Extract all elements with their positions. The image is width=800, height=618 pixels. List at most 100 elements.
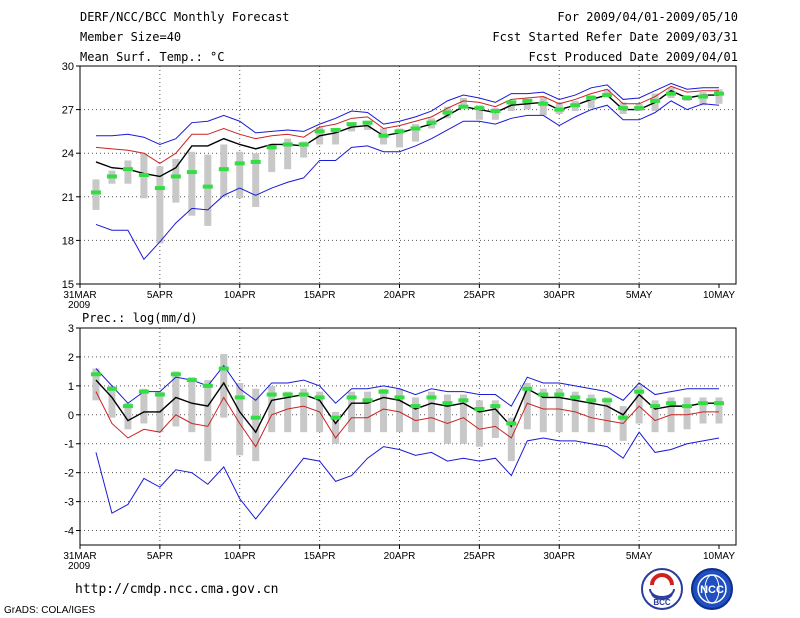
temp-green-marker (266, 145, 277, 150)
temp-xtick-label: 25APR (464, 290, 496, 301)
temp-xtick-label: 15APR (304, 290, 336, 301)
temp-xtick-label: 5MAY (626, 290, 653, 301)
prec-spread-box (364, 391, 372, 433)
prec-spread-box (108, 385, 116, 418)
prec-mean-line (95, 379, 719, 434)
temp-spread-box (204, 154, 212, 226)
prec-spread-box (140, 388, 148, 424)
temp-spread-box (475, 105, 483, 120)
prec-spread-box (555, 388, 563, 433)
prec-green-marker (170, 372, 181, 377)
temp-mean-line (95, 89, 719, 178)
prec-plot-frame (79, 327, 737, 546)
prec-spread-box (124, 403, 132, 430)
temp-green-marker (682, 95, 693, 100)
temp-green-marker (618, 106, 629, 111)
prec-spread-box (603, 397, 611, 433)
temp-xtick-label: 20APR (384, 290, 416, 301)
prec-green-marker (682, 404, 693, 409)
prec-green-marker (634, 389, 645, 394)
temp-green-marker (698, 94, 709, 99)
bcc-logo-icon: BCC (641, 568, 683, 610)
prec-green-marker (394, 395, 405, 400)
prec-xtick-label: 20APR (384, 551, 416, 562)
prec-xtick-year-label: 2009 (68, 561, 91, 572)
temp-green-marker (570, 103, 581, 108)
prec-ytick-label: -3 (64, 497, 74, 509)
temp-spread-box (396, 128, 403, 148)
temp-spread-box (188, 151, 196, 216)
temp-green-marker (298, 142, 309, 147)
temp-green-marker (90, 190, 101, 195)
variable-label-temp: Mean Surf. Temp.: °C (80, 50, 225, 64)
prec-xtick-label: 25APR (464, 551, 496, 562)
temp-green-marker (650, 98, 661, 103)
temp-spread-box (699, 92, 707, 106)
temp-xtick-label: 30APR (543, 290, 575, 301)
prec-green-marker (506, 421, 517, 426)
prec-green-marker (346, 395, 357, 400)
temp-green-marker (634, 106, 645, 111)
temp-spread-box (92, 179, 100, 210)
prec-spread-box (507, 417, 515, 462)
temp-green-marker (218, 167, 229, 172)
prec-green-marker (138, 389, 149, 394)
temp-ytick-label: 21 (62, 192, 74, 204)
temp-green-marker (170, 174, 181, 179)
temp-green-marker (442, 110, 453, 115)
prec-green-marker (474, 407, 485, 412)
temp-ytick-label: 24 (62, 148, 74, 160)
prec-green-marker (154, 392, 165, 397)
prec-blue-upper-line (95, 364, 719, 407)
prec-spread-box (284, 391, 292, 433)
temp-green-marker (378, 133, 389, 138)
temp-green-marker (106, 174, 117, 179)
prec-ytick-label: 2 (68, 352, 74, 364)
temp-green-marker (234, 161, 245, 166)
prec-spread-box (699, 397, 707, 424)
forecast-period: For 2009/04/01-2009/05/10 (557, 10, 738, 24)
temp-ytick-label: 30 (62, 61, 74, 73)
prec-spread-box (491, 400, 499, 438)
temp-ytick-label: 18 (62, 235, 74, 247)
temp-spread-box (587, 95, 595, 109)
prec-spread-box (348, 391, 356, 433)
prec-xtick-label: 5MAY (626, 551, 653, 562)
temp-green-marker (330, 127, 341, 132)
prec-green-marker (106, 386, 117, 391)
prec-green-marker (314, 395, 325, 400)
prec-green-marker (234, 395, 245, 400)
temp-spread-box (411, 124, 419, 142)
temp-spread-box (172, 159, 180, 203)
temp-xtick-label: 31MAR (63, 290, 96, 301)
prec-green-marker (90, 372, 101, 377)
temp-red-line (95, 85, 719, 164)
temp-blue-upper-line (95, 82, 719, 146)
prec-spread-box (268, 385, 276, 433)
prec-spread-box (587, 394, 595, 433)
footer-url[interactable]: http://cmdp.ncc.cma.gov.cn (75, 582, 279, 597)
prec-green-marker (602, 398, 613, 403)
prec-green-marker (410, 404, 421, 409)
temp-ytick-label: 27 (62, 105, 74, 117)
prec-spread-box (683, 397, 691, 430)
prec-green-marker (202, 383, 213, 388)
prec-green-marker (698, 401, 709, 406)
temp-spread-box (124, 160, 132, 184)
prec-blue-lower-line (95, 431, 720, 520)
temp-green-marker (554, 107, 565, 112)
temp-green-marker (506, 100, 517, 105)
prec-green-marker (554, 392, 565, 397)
temp-green-marker (282, 142, 293, 147)
prec-green-marker (298, 392, 309, 397)
prec-spread-box (172, 371, 180, 427)
temp-green-marker (394, 129, 405, 134)
prec-green-marker (522, 386, 533, 391)
chart-title: DERF/NCC/BCC Monthly Forecast (80, 10, 290, 24)
prec-red-line (95, 391, 719, 448)
temp-green-marker (362, 120, 373, 125)
prec-spread-box (92, 368, 100, 401)
temp-spread-box (332, 131, 340, 145)
temp-green-marker (490, 109, 501, 114)
prec-green-marker (282, 392, 293, 397)
